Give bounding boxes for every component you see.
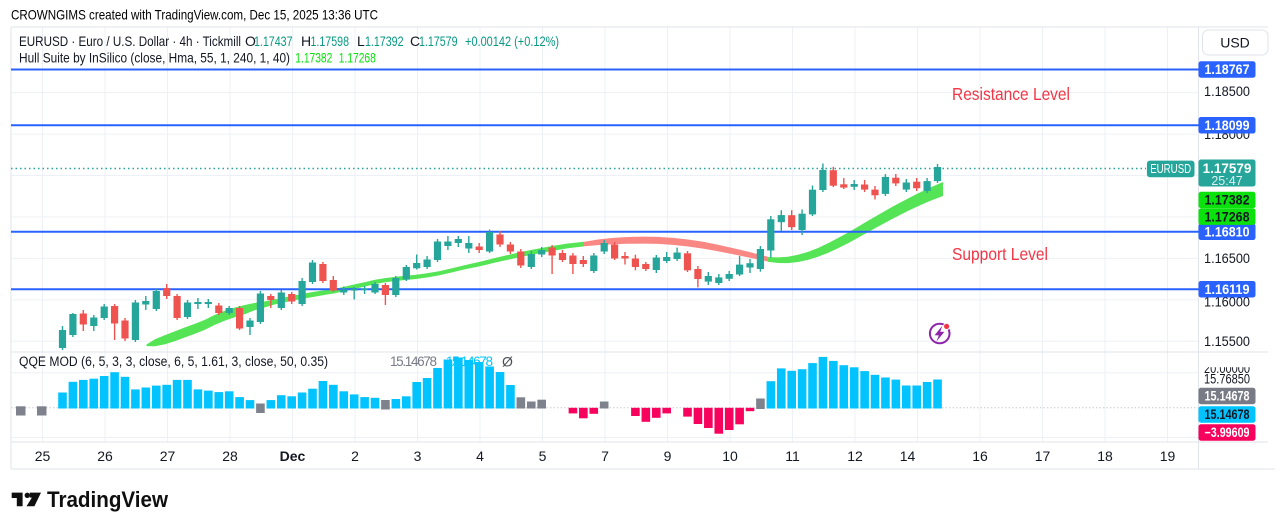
svg-text:9: 9 (664, 448, 672, 464)
svg-text:3: 3 (414, 448, 422, 464)
svg-text:15.14678: 15.14678 (1205, 407, 1250, 422)
svg-text:15.76850: 15.76850 (1204, 372, 1250, 387)
svg-text:15.14678: 15.14678 (1205, 389, 1250, 404)
svg-text:1.17268: 1.17268 (1205, 209, 1250, 224)
svg-text:1.18099: 1.18099 (1205, 118, 1250, 133)
svg-text:1.16000: 1.16000 (1204, 295, 1250, 310)
svg-text:1.17382: 1.17382 (1205, 193, 1250, 208)
svg-text:QQE MOD (6, 5, 3, 3, close, 6,: QQE MOD (6, 5, 3, 3, close, 6, 5, 1.61, … (19, 354, 328, 369)
svg-text:EURUSD: EURUSD (1150, 161, 1191, 176)
svg-text:USD: USD (1220, 34, 1250, 50)
svg-text:18: 18 (1097, 448, 1113, 464)
svg-text:1.18500: 1.18500 (1204, 84, 1250, 99)
svg-text:1.17268: 1.17268 (339, 50, 376, 66)
svg-text:CROWNGIMS created with Trading: CROWNGIMS created with TradingView.com, … (11, 6, 378, 22)
svg-text:16: 16 (972, 448, 988, 464)
svg-text:1.17437: 1.17437 (254, 33, 293, 49)
svg-text:L: L (357, 33, 365, 49)
svg-text:10: 10 (722, 448, 738, 464)
svg-text:1.15500: 1.15500 (1204, 334, 1250, 349)
svg-text:19: 19 (1160, 448, 1176, 464)
svg-text:Support Level: Support Level (952, 244, 1048, 264)
svg-text:1.18767: 1.18767 (1205, 62, 1250, 77)
svg-text:EURUSD · Euro / U.S. Dollar ·: EURUSD · Euro / U.S. Dollar · 4h · Tickm… (19, 33, 241, 49)
svg-text:1.17579: 1.17579 (419, 33, 458, 49)
svg-text:H: H (301, 33, 311, 49)
svg-text:Ø: Ø (502, 354, 513, 370)
svg-text:C: C (410, 33, 420, 49)
svg-text:TradingView: TradingView (47, 487, 168, 512)
svg-text:+0.00142 (+0.12%): +0.00142 (+0.12%) (465, 33, 559, 49)
svg-text:7: 7 (601, 448, 609, 464)
svg-text:26: 26 (97, 448, 113, 464)
svg-text:2: 2 (351, 448, 359, 464)
svg-text:27: 27 (160, 448, 176, 464)
svg-text:17: 17 (1035, 448, 1051, 464)
svg-text:1.16810: 1.16810 (1205, 225, 1250, 240)
svg-text:14: 14 (900, 448, 916, 464)
svg-text:28: 28 (222, 448, 238, 464)
svg-text:12: 12 (847, 448, 863, 464)
svg-text:25: 25 (35, 448, 51, 464)
svg-text:15.14678: 15.14678 (390, 354, 437, 369)
svg-text:1.17598: 1.17598 (311, 33, 350, 49)
svg-text:Resistance Level: Resistance Level (952, 84, 1070, 104)
svg-text:Dec: Dec (280, 448, 306, 464)
svg-text:11: 11 (785, 448, 800, 464)
svg-text:25:47: 25:47 (1211, 174, 1242, 188)
svg-text:1.16119: 1.16119 (1205, 282, 1250, 297)
svg-text:−3.99609: −3.99609 (1205, 425, 1250, 440)
svg-text:4: 4 (476, 448, 484, 464)
svg-text:1.17392: 1.17392 (365, 33, 404, 49)
svg-text:1.17579: 1.17579 (1203, 161, 1252, 176)
svg-text:O: O (245, 33, 256, 49)
svg-text:1.17382: 1.17382 (295, 50, 332, 66)
svg-text:5: 5 (539, 448, 547, 464)
svg-text:Hull Suite by InSilico (close,: Hull Suite by InSilico (close, Hma, 55, … (19, 50, 290, 66)
svg-text:1.16500: 1.16500 (1204, 251, 1250, 266)
